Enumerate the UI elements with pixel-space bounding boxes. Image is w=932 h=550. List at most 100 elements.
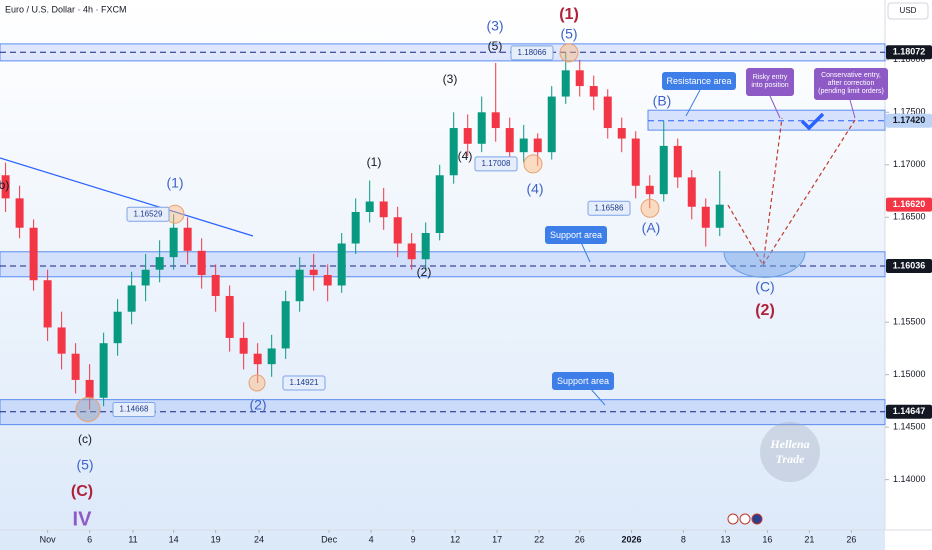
candle-body <box>197 250 206 275</box>
candle-body <box>169 227 178 258</box>
flag-icon[interactable] <box>739 513 751 525</box>
x-tick-label: 2026 <box>622 534 642 544</box>
wave-label: (B) <box>653 93 672 109</box>
candle-body <box>183 227 192 251</box>
flag-icon[interactable] <box>751 513 763 525</box>
candle-body <box>449 128 458 176</box>
wave-label: (3) <box>443 72 458 86</box>
candle-body <box>421 232 430 260</box>
level-label: 1.16620 <box>893 199 926 209</box>
candle-body <box>99 343 108 398</box>
wave-label: (1) <box>367 155 382 169</box>
candle-body <box>575 70 584 87</box>
callout-pointer <box>589 387 606 406</box>
target-arc <box>723 251 806 278</box>
candle-body <box>561 70 570 97</box>
candle-body <box>393 217 402 244</box>
candle-body <box>617 128 626 139</box>
wave-label: (C) <box>71 483 93 500</box>
x-tick-label: 26 <box>846 534 856 544</box>
projection-path <box>727 117 856 267</box>
callout: Conservative entry, after correction (pe… <box>814 68 888 100</box>
candle-body <box>1 175 10 199</box>
pivot-marker <box>559 43 579 63</box>
candle-body <box>379 201 388 218</box>
price-tag: 1.16586 <box>595 203 624 212</box>
price-tag-box <box>474 156 518 172</box>
x-tick-label: 16 <box>762 534 772 544</box>
candle-body <box>463 128 472 144</box>
callout-pointer <box>685 89 701 117</box>
x-tick-label: 13 <box>720 534 730 544</box>
candle-body <box>57 327 66 354</box>
wave-label: b) <box>0 178 9 192</box>
level-label-box <box>886 45 932 60</box>
candle-body <box>715 204 724 228</box>
candle-body <box>15 198 24 228</box>
price-tag: 1.16529 <box>134 209 163 218</box>
candle-body <box>281 301 290 349</box>
wave-label: (1) <box>166 175 183 191</box>
candle-body <box>351 212 360 244</box>
flag-icon[interactable] <box>727 513 739 525</box>
x-tick-label: Dec <box>321 534 338 544</box>
wave-label: (4) <box>458 149 473 163</box>
wave-label: (5) <box>76 457 93 473</box>
candle-body <box>323 274 332 286</box>
y-tick-label: 1.16500 <box>893 212 926 222</box>
currency-box[interactable] <box>887 2 929 20</box>
candle-body <box>687 177 696 207</box>
wave-label: (2) <box>417 265 432 279</box>
wave-label: (5) <box>488 39 503 53</box>
callout-pointer <box>849 99 856 119</box>
candle-body <box>477 112 486 144</box>
chart-title: Euro / U.S. Dollar · 4h · FXCM <box>5 4 127 14</box>
level-label: 1.17420 <box>893 115 926 125</box>
candle-body <box>337 243 346 286</box>
currency: USD <box>900 6 917 15</box>
trend-line <box>0 157 254 237</box>
candle-body <box>491 112 500 129</box>
level-label-box <box>886 113 932 128</box>
candle-body <box>267 348 276 365</box>
x-tick-label: Nov <box>40 534 57 544</box>
wave-label: (2) <box>249 397 266 413</box>
candle-body <box>547 96 556 153</box>
level-label: 1.14647 <box>893 406 926 416</box>
candle-body <box>407 243 416 260</box>
candle-body <box>43 280 52 328</box>
watermark: Hellena Trade <box>760 422 820 482</box>
candle-body <box>533 138 542 153</box>
wave-label: (5) <box>560 26 577 42</box>
x-tick-label: 26 <box>575 534 585 544</box>
price-tag-box <box>126 206 170 222</box>
candle-body <box>631 138 640 186</box>
x-tick-label: 21 <box>804 534 814 544</box>
y-tick-label: 1.14500 <box>893 422 926 432</box>
x-tick-label: 9 <box>411 534 416 544</box>
candle-body <box>141 269 150 286</box>
resistance-zone <box>647 109 886 131</box>
candle-body <box>71 353 80 380</box>
candle-body <box>113 311 122 344</box>
callout: Support area <box>545 226 607 244</box>
level-label: 1.18072 <box>893 47 926 57</box>
callout: Resistance area <box>662 72 736 90</box>
wave-label: (2) <box>755 302 775 319</box>
candle-body <box>519 138 528 153</box>
candle-body <box>589 86 598 97</box>
candle-body <box>225 295 234 338</box>
x-tick-label: 8 <box>681 534 686 544</box>
price-axis-bg <box>885 0 932 550</box>
candle-body <box>701 206 710 228</box>
price-tag-box <box>282 375 326 391</box>
level-label: 1.16036 <box>893 260 926 270</box>
candle-body <box>659 145 668 195</box>
pivot-marker <box>640 198 660 218</box>
x-tick-label: 6 <box>87 534 92 544</box>
pivot-marker <box>248 374 266 392</box>
wave-label: (4) <box>526 181 543 197</box>
wave-label: IV <box>73 508 93 530</box>
